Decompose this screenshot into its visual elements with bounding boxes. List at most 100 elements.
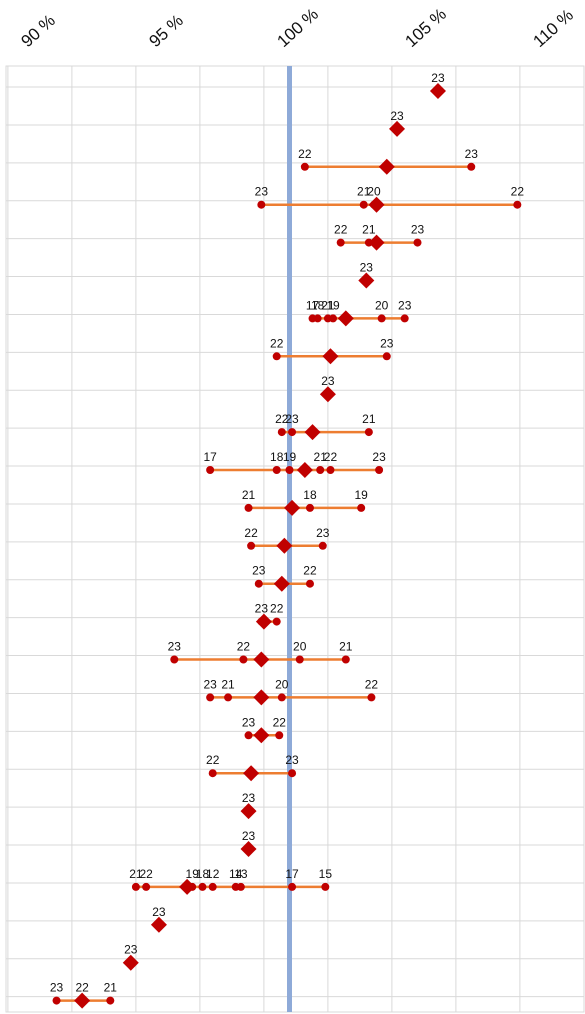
data-point [272, 352, 281, 361]
data-point [326, 466, 335, 474]
point-label: 20 [275, 677, 289, 691]
point-label: 19 [355, 488, 369, 502]
mean-diamond [319, 386, 336, 403]
grid-layer [5, 65, 585, 1013]
data-point [357, 503, 366, 512]
point-label: 23 [242, 791, 256, 805]
data-point [244, 731, 253, 740]
data-point [244, 503, 253, 512]
data-point [336, 238, 345, 247]
point-label: 22 [275, 412, 289, 426]
point-label: 23 [360, 261, 374, 275]
point-label: 21 [104, 981, 118, 995]
point-label: 18 [303, 488, 317, 502]
data-row: 23 22 [255, 602, 284, 630]
data-point [106, 996, 115, 1005]
data-point [257, 200, 266, 209]
data-point [272, 466, 281, 474]
data-point [142, 882, 151, 891]
mean-diamond [240, 803, 257, 820]
data-point [131, 882, 140, 891]
point-label: 15 [319, 867, 333, 881]
data-point [288, 428, 297, 437]
point-label: 23 [321, 374, 335, 388]
point-label: 18 [270, 450, 284, 464]
x-tick-label: 95 % [145, 11, 187, 51]
mean-diamond [74, 992, 91, 1009]
point-label: 23 [372, 450, 386, 464]
point-label: 22 [75, 981, 89, 995]
data-row: 23 [429, 71, 446, 99]
data-point [467, 162, 476, 171]
point-label: 23 [465, 147, 479, 161]
mean-diamond [179, 878, 196, 895]
data-point [316, 466, 325, 474]
mean-diamond [253, 727, 270, 744]
point-label: 22 [139, 867, 153, 881]
data-point [236, 882, 245, 891]
point-label: 23 [124, 943, 138, 957]
mean-diamond [368, 234, 385, 251]
mean-diamond [243, 765, 260, 782]
data-row: 23 [240, 791, 257, 820]
point-label: 20 [293, 640, 307, 654]
mean-diamond [389, 120, 406, 137]
mean-diamond [240, 841, 257, 857]
data-row: 23 [240, 829, 257, 857]
point-label: 17 [306, 298, 320, 312]
point-label: 21 [321, 298, 335, 312]
data-point [382, 352, 391, 361]
data-point [275, 731, 284, 740]
point-label: 23 [203, 677, 217, 691]
point-label: 23 [255, 602, 269, 616]
point-label: 19 [186, 867, 200, 881]
point-label: 23 [398, 298, 412, 312]
data-point [300, 162, 309, 171]
data-point [321, 882, 330, 891]
data-point [318, 541, 327, 550]
data-row: 23 [122, 943, 139, 971]
data-point [377, 314, 386, 323]
data-row: 22 23 [244, 526, 330, 554]
data-row: 22 23 [298, 147, 478, 175]
point-label: 19 [283, 450, 297, 464]
data-point [400, 314, 409, 323]
x-tick-label: 105 % [401, 5, 450, 51]
point-label: 17 [285, 867, 299, 881]
mean-diamond [296, 462, 313, 478]
x-tick-label: 110 % [529, 5, 577, 51]
point-label: 21 [362, 412, 376, 426]
data-point [247, 541, 256, 550]
point-label: 23 [380, 336, 394, 350]
plot-border [5, 65, 585, 1013]
point-label: 23 [252, 564, 266, 578]
x-tick-label: 90 % [17, 11, 59, 51]
data-point [288, 769, 297, 778]
data-row: 23 [358, 261, 375, 289]
mean-diamond [358, 272, 375, 289]
data-row: 21 18 19 [242, 488, 368, 516]
point-label: 22 [270, 336, 284, 350]
point-label: 21 [242, 488, 256, 502]
point-label: 21 [339, 640, 353, 654]
data-point [295, 655, 304, 664]
point-label: 21 [221, 677, 235, 691]
point-label: 22 [270, 602, 284, 616]
point-label: 22 [334, 223, 348, 237]
point-label: 21 [362, 223, 376, 237]
mean-diamond [276, 537, 293, 554]
point-label: 23 [242, 715, 256, 729]
mean-diamond [322, 348, 339, 365]
point-label: 22 [324, 450, 338, 464]
data-point [206, 693, 215, 702]
mean-diamond [150, 916, 167, 933]
mean-diamond [273, 575, 290, 592]
point-label: 23 [152, 905, 166, 919]
data-row: 23 21 22 [50, 981, 117, 1009]
point-label: 12 [206, 867, 220, 881]
point-label: 14 [229, 867, 243, 881]
